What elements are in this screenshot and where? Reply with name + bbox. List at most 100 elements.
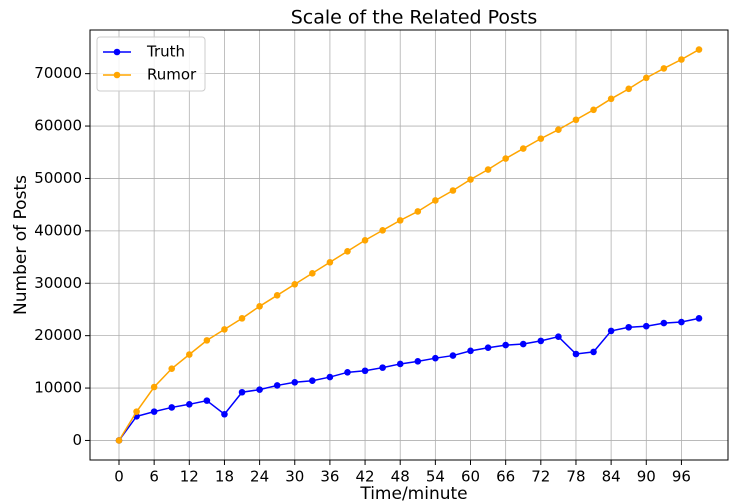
data-point: [115, 437, 123, 444]
x-tick-label: 78: [566, 468, 585, 486]
y-tick-label: 10000: [34, 379, 82, 397]
data-point: [678, 318, 685, 326]
data-point: [309, 377, 316, 385]
data-point: [238, 388, 246, 396]
data-point: [273, 292, 281, 299]
data-point: [150, 408, 158, 415]
x-tick-label: 54: [426, 468, 445, 486]
data-point: [361, 367, 369, 375]
data-point: [484, 344, 492, 352]
data-point: [660, 65, 668, 72]
legend-marker: [113, 48, 121, 56]
data-point: [660, 319, 668, 327]
data-point: [484, 166, 492, 173]
data-point: [256, 386, 263, 393]
y-axis-label: Number of Posts: [11, 175, 31, 315]
plot-frame: [89, 29, 729, 461]
data-point: [467, 176, 474, 183]
data-point: [379, 227, 386, 234]
data-point: [344, 369, 351, 376]
chart-title: Scale of the Related Posts: [291, 7, 538, 29]
data-point: [291, 378, 299, 386]
y-tick-label: 20000: [34, 326, 82, 344]
data-point: [449, 187, 457, 194]
x-tick-label: 18: [215, 468, 234, 486]
data-point: [273, 382, 281, 389]
series-line: [118, 317, 700, 441]
data-point: [432, 354, 439, 362]
data-point: [642, 322, 650, 330]
data-point: [168, 404, 176, 411]
data-point: [203, 337, 211, 344]
data-point: [607, 95, 615, 103]
y-tick-label: 60000: [34, 117, 82, 135]
data-point: [186, 400, 193, 408]
data-point: [432, 197, 439, 204]
data-point: [256, 303, 263, 310]
data-point: [309, 269, 316, 277]
legend-label: Rumor: [147, 66, 197, 84]
x-tick-label: 90: [637, 468, 656, 486]
data-point: [168, 365, 176, 372]
x-tick-label: 84: [602, 468, 621, 486]
x-tick-label: 42: [356, 468, 375, 486]
data-point: [221, 410, 228, 418]
data-point: [326, 258, 334, 266]
data-point: [326, 373, 334, 381]
data-point: [519, 145, 527, 152]
legend-box: [96, 36, 206, 92]
legend-label: Truth: [146, 43, 185, 61]
y-tick-label: 50000: [34, 169, 82, 187]
data-point: [379, 364, 386, 371]
x-tick-label: 24: [250, 468, 269, 486]
data-point: [555, 333, 562, 341]
data-point: [221, 326, 228, 333]
data-point: [590, 348, 597, 356]
data-point: [572, 350, 580, 358]
data-point: [695, 46, 703, 53]
data-point: [291, 281, 299, 288]
x-tick-label: 96: [672, 468, 691, 486]
data-point: [590, 106, 597, 114]
series-line: [118, 48, 700, 441]
data-point: [238, 315, 246, 322]
data-point: [414, 358, 422, 365]
x-tick-label: 60: [461, 468, 480, 486]
y-tick-label: 0: [72, 431, 82, 449]
x-tick-label: 72: [531, 468, 550, 486]
x-tick-label: 6: [149, 468, 159, 486]
data-point: [203, 397, 211, 404]
data-point: [642, 74, 650, 82]
data-point: [537, 337, 545, 345]
data-point: [186, 351, 193, 358]
data-point: [695, 315, 703, 322]
data-point: [625, 85, 632, 93]
data-point: [572, 116, 580, 124]
x-axis-label: Time/minute: [359, 484, 467, 504]
y-tick-label: 40000: [34, 221, 82, 239]
x-tick-label: 12: [180, 468, 199, 486]
data-point: [467, 347, 474, 355]
data-point: [678, 56, 685, 63]
data-point: [607, 327, 615, 335]
x-tick-label: 66: [496, 468, 515, 486]
x-tick-label: 30: [285, 468, 304, 486]
data-point: [519, 340, 527, 348]
data-point: [414, 208, 422, 215]
data-point: [537, 135, 545, 142]
x-tick-label: 36: [320, 468, 339, 486]
data-point: [502, 341, 509, 349]
data-point: [344, 247, 351, 255]
legend-marker: [113, 71, 121, 79]
data-point: [555, 126, 562, 134]
data-point: [396, 217, 404, 224]
data-point: [625, 323, 632, 331]
data-point: [150, 383, 158, 391]
data-point: [502, 155, 509, 162]
y-tick-label: 30000: [34, 274, 82, 292]
x-tick-label: 0: [114, 468, 124, 486]
y-tick-label: 70000: [34, 64, 82, 82]
data-point: [361, 236, 369, 244]
x-tick-label: 48: [391, 468, 410, 486]
